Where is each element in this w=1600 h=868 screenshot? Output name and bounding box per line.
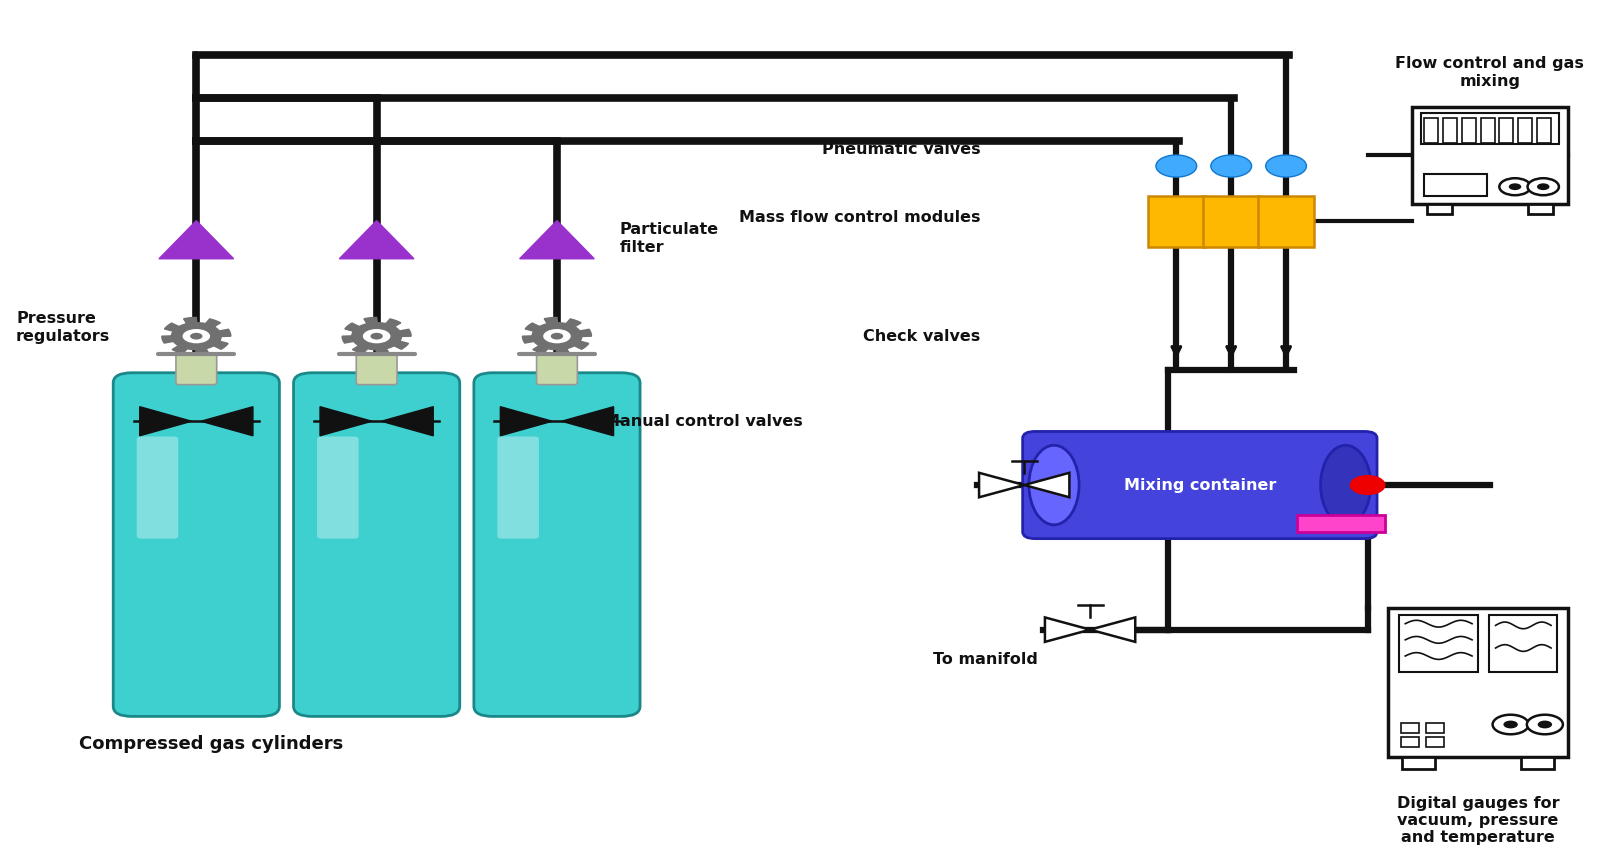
Text: Check valves: Check valves (862, 329, 981, 344)
Bar (1427, 737, 1445, 747)
Polygon shape (339, 220, 414, 259)
Polygon shape (162, 318, 230, 355)
Circle shape (182, 328, 211, 344)
Bar (1443, 118, 1458, 142)
Bar (1421, 114, 1558, 144)
Bar (1203, 196, 1259, 247)
Polygon shape (562, 407, 613, 436)
Text: Particulate
filter: Particulate filter (619, 222, 718, 254)
Circle shape (1499, 178, 1531, 195)
Circle shape (1509, 183, 1522, 190)
Polygon shape (342, 318, 411, 355)
Bar (1538, 118, 1550, 142)
Polygon shape (202, 407, 253, 436)
Bar (1528, 204, 1552, 214)
Ellipse shape (1029, 445, 1078, 525)
Bar (1424, 118, 1438, 142)
Bar (1398, 615, 1478, 672)
Polygon shape (320, 407, 371, 436)
Circle shape (1155, 155, 1197, 177)
Polygon shape (381, 407, 434, 436)
FancyBboxPatch shape (357, 354, 397, 385)
Circle shape (542, 328, 571, 344)
Text: Mixing container: Mixing container (1123, 477, 1277, 492)
Circle shape (1538, 183, 1549, 190)
Bar (1480, 118, 1494, 142)
Polygon shape (523, 318, 592, 355)
FancyBboxPatch shape (136, 437, 178, 539)
Text: To manifold: To manifold (933, 652, 1038, 667)
Polygon shape (1045, 617, 1090, 642)
FancyBboxPatch shape (1022, 431, 1378, 539)
Bar (1411, 107, 1568, 204)
Text: Compressed gas cylinders: Compressed gas cylinders (78, 735, 342, 753)
Ellipse shape (1320, 445, 1371, 525)
Bar (1298, 515, 1386, 532)
Circle shape (1526, 714, 1563, 734)
Bar (1149, 196, 1205, 247)
Bar (1389, 608, 1568, 757)
Circle shape (190, 332, 203, 339)
Bar (1427, 204, 1453, 214)
Bar (1400, 737, 1419, 747)
Polygon shape (1090, 617, 1136, 642)
Bar (1400, 723, 1419, 733)
Circle shape (1528, 178, 1558, 195)
FancyBboxPatch shape (293, 372, 459, 716)
FancyBboxPatch shape (114, 372, 280, 716)
Circle shape (1211, 155, 1251, 177)
Text: Flow control and gas
mixing: Flow control and gas mixing (1395, 56, 1584, 89)
Circle shape (1504, 720, 1518, 728)
Bar (1518, 118, 1533, 142)
FancyBboxPatch shape (474, 372, 640, 716)
FancyBboxPatch shape (536, 354, 578, 385)
Text: Digital gauges for
vacuum, pressure
and temperature: Digital gauges for vacuum, pressure and … (1397, 795, 1560, 845)
Circle shape (362, 328, 390, 344)
Text: Manual control valves: Manual control valves (605, 414, 803, 429)
Text: Pneumatic valves: Pneumatic valves (822, 141, 981, 156)
Bar (1462, 118, 1475, 142)
FancyBboxPatch shape (498, 437, 539, 539)
Polygon shape (520, 220, 594, 259)
Bar (1424, 174, 1486, 196)
FancyBboxPatch shape (176, 354, 216, 385)
Circle shape (1493, 714, 1528, 734)
Polygon shape (158, 220, 234, 259)
Text: Pressure
regulators: Pressure regulators (16, 312, 110, 344)
Bar (1499, 118, 1514, 142)
Polygon shape (139, 407, 192, 436)
Polygon shape (501, 407, 552, 436)
Circle shape (371, 332, 382, 339)
Text: Mass flow control modules: Mass flow control modules (739, 209, 981, 225)
Circle shape (1266, 155, 1307, 177)
Bar (1403, 757, 1435, 769)
Circle shape (550, 332, 563, 339)
Circle shape (1350, 476, 1386, 495)
Polygon shape (979, 473, 1024, 497)
Bar (1490, 615, 1557, 672)
Bar (1427, 723, 1445, 733)
Polygon shape (1024, 473, 1069, 497)
Bar (1522, 757, 1554, 769)
FancyBboxPatch shape (317, 437, 358, 539)
Circle shape (1538, 720, 1552, 728)
Bar (1258, 196, 1314, 247)
